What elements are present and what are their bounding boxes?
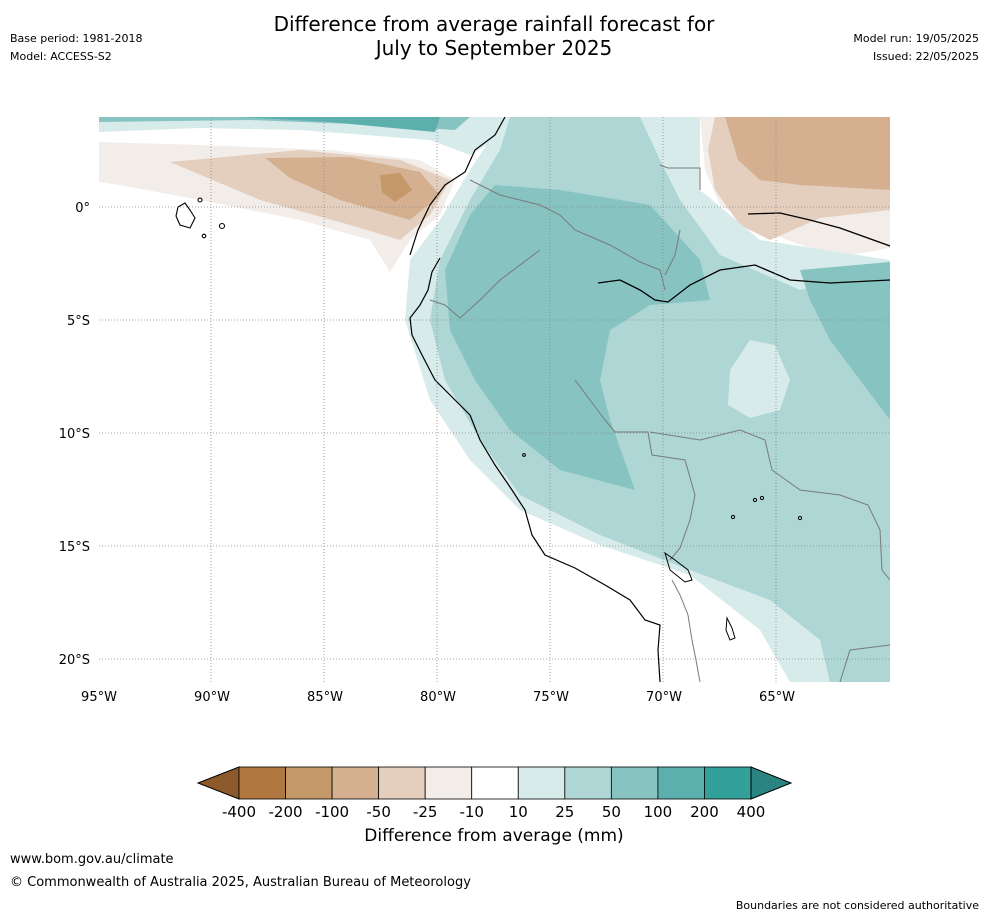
colorbar-tick-label: 400 [737, 803, 766, 821]
lat-label: 0° [75, 201, 90, 216]
colorbar-tick-label: -50 [366, 803, 391, 821]
model-name: Model: ACCESS-S2 [10, 50, 112, 63]
footer-url: www.bom.gov.au/climate [10, 852, 174, 867]
footer-copyright: © Commonwealth of Australia 2025, Austra… [10, 875, 471, 890]
galapagos-islands [175, 197, 226, 239]
title-line-2: July to September 2025 [375, 36, 613, 60]
colorbar-tick-label: 200 [690, 803, 719, 821]
colorbar-arrow-low [196, 766, 240, 800]
lat-label: 15°S [59, 540, 90, 555]
title-line-1: Difference from average rainfall forecas… [273, 12, 715, 36]
lon-label: 75°W [533, 690, 569, 705]
colombia-coast [409, 117, 506, 256]
colorbar-segment [285, 766, 333, 800]
lon-labels: 95°W 90°W 85°W 80°W 75°W 70°W 65°W [81, 690, 795, 705]
colorbar-segment [517, 766, 566, 800]
lat-labels: 0° 5°S 10°S 15°S 20°S [59, 201, 90, 668]
base-period: Base period: 1981-2018 [10, 32, 143, 45]
colorbar-segment [238, 766, 286, 800]
nw-brown-dark [265, 157, 440, 220]
colorbar-segment [471, 766, 519, 800]
lon-label: 65°W [759, 690, 795, 705]
lon-label: 90°W [194, 690, 230, 705]
colorbar-segment [610, 766, 659, 800]
map-area [99, 117, 890, 682]
colorbar-segment [378, 766, 426, 800]
colorbar-tick-label: 25 [555, 803, 574, 821]
issued-date: Issued: 22/05/2025 [872, 50, 979, 63]
colorbar-tick-label: -200 [269, 803, 303, 821]
lon-label: 95°W [81, 690, 117, 705]
lon-label: 85°W [307, 690, 343, 705]
north-coast [747, 212, 890, 247]
gridlines [99, 117, 890, 682]
colorbar-tick-label: 100 [644, 803, 673, 821]
lon-label: 80°W [420, 690, 456, 705]
map-title: Difference from average rainfall forecas… [0, 12, 988, 60]
colorbar-tick-label: -10 [459, 803, 484, 821]
footer-disclaimer: Boundaries are not considered authoritat… [735, 899, 979, 912]
colorbar-tick-label: -25 [413, 803, 438, 821]
teal-strong-field [445, 185, 710, 490]
teal-light-blob [728, 340, 790, 418]
meta-left: Base period: 1981-2018 Model: ACCESS-S2 [10, 32, 142, 68]
colorbar-tick-label: -100 [315, 803, 349, 821]
colorbar-segment [424, 766, 473, 800]
model-run: Model run: 19/05/2025 [853, 32, 979, 45]
lakes [522, 453, 803, 641]
colorbar-tick-label: 50 [602, 803, 621, 821]
colorbar-segment [564, 766, 612, 800]
colorbar-label: Difference from average (mm) [364, 826, 624, 846]
lat-label: 5°S [67, 314, 90, 329]
colorbar-tick-label: 10 [509, 803, 528, 821]
colorbar-segment [331, 766, 380, 800]
lat-label: 20°S [59, 653, 90, 668]
ne-brown-dark [725, 117, 890, 190]
pacific-coastline [409, 257, 661, 682]
colorbar [196, 766, 793, 800]
teal-east-field [800, 262, 890, 420]
colorbar-arrow-high [750, 766, 793, 800]
lat-label: 10°S [59, 427, 90, 442]
meta-right: Model run: 19/05/2025 Issued: 22/05/2025 [853, 32, 979, 68]
colorbar-segment [704, 766, 752, 800]
colorbar-ticks: -400 -200 -100 -50 -25 -10 10 25 50 100 200 400 [222, 803, 765, 821]
colorbar-tick-label: -400 [222, 803, 256, 821]
colorbar-segment [657, 766, 705, 800]
lon-label: 70°W [646, 690, 682, 705]
amazon-river [597, 264, 890, 303]
